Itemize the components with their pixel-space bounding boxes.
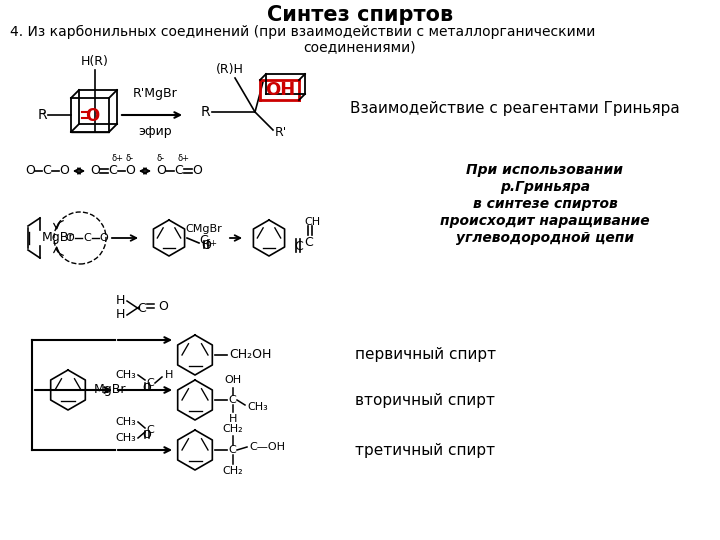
Text: MgBr: MgBr (42, 232, 74, 245)
Text: R: R (200, 105, 210, 119)
Text: CH₃: CH₃ (115, 417, 136, 427)
Text: H(R): H(R) (81, 55, 109, 68)
Text: C: C (304, 235, 312, 248)
Text: эфир: эфир (138, 125, 172, 138)
Text: C: C (42, 165, 51, 178)
Text: R': R' (275, 125, 287, 138)
Text: C: C (146, 378, 154, 388)
Text: H: H (116, 308, 125, 321)
Text: C: C (109, 165, 117, 178)
Text: C: C (228, 445, 236, 455)
Text: O: O (156, 165, 166, 178)
Text: O: O (66, 233, 74, 243)
Text: C: C (199, 234, 208, 247)
Text: вторичный спирт: вторичный спирт (355, 393, 495, 408)
Text: CH₃: CH₃ (115, 433, 136, 443)
Text: O: O (143, 430, 151, 440)
Text: CH: CH (304, 217, 320, 227)
Text: При использовании: При использовании (467, 163, 624, 177)
Text: O: O (59, 165, 69, 178)
Text: в синтезе спиртов: в синтезе спиртов (472, 197, 617, 211)
Text: O: O (85, 107, 99, 125)
Text: O: O (125, 165, 135, 178)
Text: H: H (229, 414, 237, 424)
Text: δ+: δ+ (111, 154, 123, 163)
Text: O: O (158, 300, 168, 313)
Text: O: O (90, 165, 100, 178)
Text: O: O (192, 165, 202, 178)
Text: C: C (146, 425, 154, 435)
Text: р.Гриньяра: р.Гриньяра (500, 180, 590, 194)
Text: δ-: δ- (126, 154, 134, 163)
Text: CH₂: CH₂ (222, 466, 243, 476)
Text: OH: OH (266, 81, 296, 99)
Text: CH₃: CH₃ (247, 402, 268, 412)
Text: CH₂: CH₂ (222, 424, 243, 434)
Text: Взаимодействие с реагентами Гриньяра: Взаимодействие с реагентами Гриньяра (350, 100, 680, 116)
Text: C: C (294, 240, 303, 253)
Text: CMgBr: CMgBr (186, 224, 222, 234)
Text: O: O (201, 239, 211, 252)
Text: Синтез спиртов: Синтез спиртов (267, 5, 453, 25)
Text: C—OH: C—OH (249, 442, 285, 452)
Text: MgBr: MgBr (94, 383, 127, 396)
Text: третичный спирт: третичный спирт (355, 442, 495, 457)
Text: C: C (83, 233, 91, 243)
Text: CH₃: CH₃ (115, 370, 136, 380)
Text: δ-: δ- (157, 154, 165, 163)
Text: C: C (175, 165, 184, 178)
Text: C: C (228, 395, 236, 405)
Text: первичный спирт: первичный спирт (355, 348, 496, 362)
Text: δ+: δ+ (177, 154, 189, 163)
Text: R'MgBr: R'MgBr (132, 87, 177, 100)
Text: соединениями): соединениями) (304, 40, 416, 54)
Text: 4. Из карбонильных соединений (при взаимодействии с металлорганическими: 4. Из карбонильных соединений (при взаим… (10, 25, 595, 39)
Text: C: C (138, 301, 146, 314)
Text: H: H (116, 294, 125, 307)
Text: O: O (99, 233, 109, 243)
Text: O: O (143, 383, 151, 393)
Text: δ+: δ+ (205, 239, 217, 248)
Text: H: H (165, 370, 174, 380)
Text: происходит наращивание: происходит наращивание (440, 214, 650, 228)
Text: CH₂OH: CH₂OH (229, 348, 271, 361)
Text: R: R (37, 108, 47, 122)
Text: O: O (25, 165, 35, 178)
Text: OH: OH (225, 375, 242, 385)
Text: углеводородной цепи: углеводородной цепи (456, 231, 634, 245)
Text: (R)H: (R)H (216, 63, 244, 76)
